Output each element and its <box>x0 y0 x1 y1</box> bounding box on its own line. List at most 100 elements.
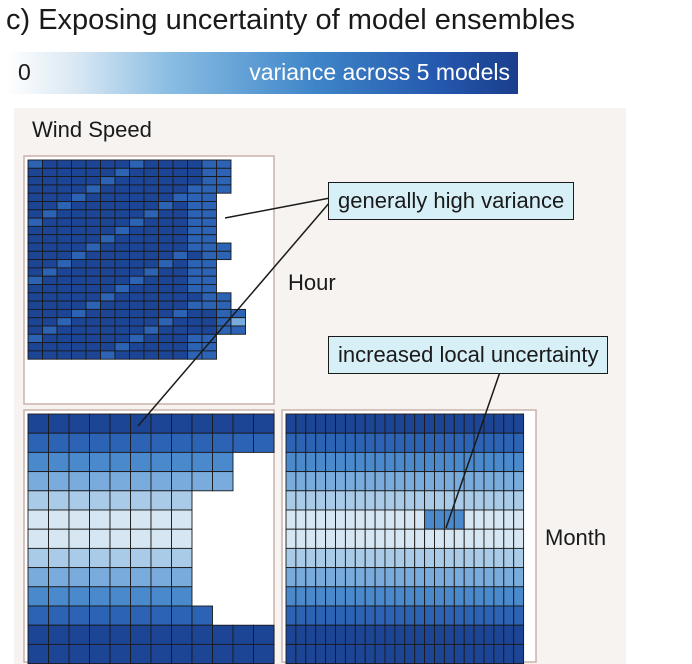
matrix-cell <box>68 413 90 434</box>
matrix-cell <box>374 605 386 626</box>
matrix-cell <box>114 308 130 319</box>
matrix-cell <box>295 586 307 607</box>
matrix-cell <box>335 547 346 569</box>
matrix-cell <box>171 528 193 549</box>
matrix-cell <box>513 605 525 626</box>
matrix-cell <box>172 201 188 211</box>
matrix-cell <box>71 267 87 277</box>
hour-label: Hour <box>288 270 336 295</box>
matrix-cell <box>305 586 317 607</box>
matrix-cell <box>285 624 297 645</box>
matrix-cell <box>212 413 234 434</box>
matrix-cell <box>187 308 203 319</box>
matrix-cell <box>191 451 213 473</box>
matrix-cell <box>89 413 111 434</box>
matrix-cell <box>109 605 131 626</box>
matrix-cell <box>374 471 386 492</box>
matrix-cell <box>315 432 327 453</box>
matrix-cell <box>463 643 475 664</box>
matrix-cell <box>503 432 515 453</box>
matrix-cell <box>305 643 317 664</box>
matrix-cell <box>158 225 174 236</box>
matrix-cell <box>285 567 297 588</box>
matrix-cell <box>114 275 130 285</box>
matrix-cell <box>473 643 485 664</box>
matrix-cell <box>212 451 234 473</box>
matrix-cell <box>129 300 145 310</box>
matrix-cell <box>71 167 87 178</box>
matrix-cell <box>129 342 145 352</box>
matrix-cell <box>364 471 376 492</box>
matrix-cell <box>68 643 90 664</box>
matrix-cell <box>344 605 356 626</box>
matrix-cell <box>201 259 217 269</box>
matrix-cell <box>85 284 101 294</box>
matrix-cell <box>503 567 515 588</box>
matrix-cell <box>89 567 111 588</box>
matrix-cell <box>48 528 70 549</box>
matrix-cell <box>114 333 130 344</box>
matrix-cell <box>150 509 172 530</box>
matrix-cell <box>100 234 116 244</box>
matrix-cell <box>42 201 58 211</box>
matrix-cell <box>434 605 445 626</box>
matrix-cell <box>473 605 485 626</box>
matrix-cell <box>493 413 505 434</box>
matrix-cell <box>201 284 217 294</box>
matrix-cell <box>374 432 386 453</box>
matrix-cell <box>143 275 159 285</box>
matrix-cell <box>335 471 346 492</box>
matrix-cell <box>129 159 145 169</box>
matrix-cell <box>27 333 43 344</box>
matrix-cell <box>114 325 130 335</box>
matrix-cell <box>201 217 217 227</box>
matrix-cell <box>201 176 217 186</box>
matrix-cell <box>172 342 188 352</box>
matrix-cell <box>56 184 72 194</box>
matrix-cell <box>158 176 174 186</box>
matrix-cell <box>143 234 159 244</box>
matrix-cell <box>404 547 416 569</box>
matrix-cell <box>68 451 90 473</box>
matrix-cell <box>42 192 58 202</box>
matrix-cell <box>201 242 217 252</box>
matrix-cell <box>56 234 72 244</box>
matrix-cell <box>503 624 515 645</box>
matrix-cell <box>424 624 435 645</box>
matrix-cell <box>68 567 90 588</box>
matrix-cell <box>109 643 131 664</box>
matrix-cell <box>109 509 131 530</box>
matrix-cell <box>414 586 426 607</box>
matrix-cell <box>109 471 131 492</box>
matrix-cell <box>42 350 58 360</box>
matrix-cell <box>68 624 90 645</box>
matrix-cell <box>27 605 49 626</box>
matrix-cell <box>335 413 346 434</box>
matrix-cell <box>114 234 130 244</box>
matrix-cell <box>394 624 406 645</box>
matrix-cell <box>503 605 515 626</box>
matrix-cell <box>68 528 90 549</box>
matrix-cell <box>513 413 525 434</box>
matrix-cell <box>483 432 495 453</box>
matrix-cell <box>216 250 232 261</box>
matrix-cell <box>48 451 70 473</box>
matrix-cell <box>56 284 72 294</box>
matrix-cell <box>129 209 145 219</box>
matrix-cell <box>374 451 386 473</box>
matrix-cell <box>172 350 188 360</box>
matrix-cell <box>150 432 172 453</box>
matrix-cell <box>187 350 203 360</box>
matrix-cell <box>424 605 435 626</box>
matrix-cell <box>42 176 58 186</box>
matrix-cell <box>434 624 445 645</box>
matrix-cell <box>27 267 43 277</box>
matrix-cell <box>71 275 87 285</box>
matrix-cell <box>232 413 254 434</box>
matrix-cell <box>463 586 475 607</box>
matrix-cell <box>394 413 406 434</box>
matrix-cell <box>187 250 203 261</box>
matrix-cell <box>335 490 346 511</box>
matrix-cell <box>315 413 327 434</box>
